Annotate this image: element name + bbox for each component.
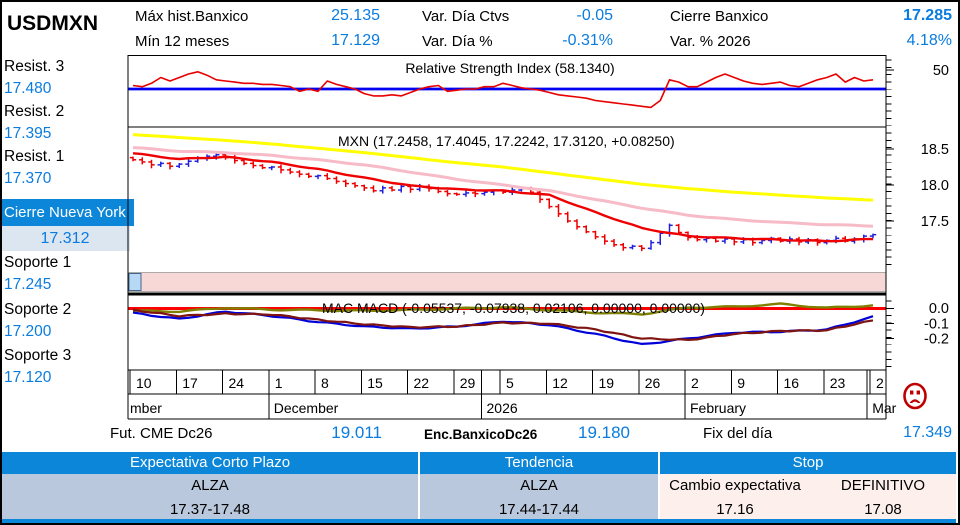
fix-dia-label: Fix del día [703,425,773,442]
stat-value-var-ctvs: -0.05 [576,7,613,24]
stat-value-var-2026: 4.18% [906,32,952,49]
stat-label-var-ctvs: Var. Día Ctvs [422,8,510,25]
resist3-value: 17.480 [4,80,52,97]
table-header-stop: Stop [660,452,956,474]
fut-cme-value: 19.011 [331,423,382,442]
price-title: MXN (17.2458, 17.4045, 17.2242, 17.3120,… [338,133,675,149]
table-header-tendencia: Tendencia [420,452,658,474]
resist3-label: Resist. 3 [4,58,65,75]
axis-day-label: 1 [275,375,283,391]
axis-day-label: 19 [599,375,615,391]
fut-cme-label: Fut. CME Dc26 [110,425,213,442]
axis-month-label: mber [130,400,162,416]
enc-banxico-value: 19.180 [578,423,630,442]
axis-month-label: 2026 [487,400,518,416]
macd-title: MAC MACD (-0.05537, -0.07938, 0.02106, 0… [322,300,705,316]
enc-banxico-label: Enc.BanxicoDc26 [424,427,538,442]
axis-value-label-macd: -0.1 [924,317,949,333]
chart-scroll-thumb[interactable] [128,273,142,291]
soporte1-label: Soporte 1 [4,254,72,271]
macd-series-3 [132,308,874,341]
tendencia-range-cell: 17.44-17.44 [420,498,658,519]
axis-day-label: 2 [691,375,699,391]
axis-day-label: 22 [414,375,430,391]
cierre-ny-cell[interactable]: Cierre Nueva York [0,199,134,226]
stat-label-cierre-banxico: Cierre Banxico [670,8,769,25]
table-bottom-strip [2,519,956,523]
axis-day-label: 16 [784,375,800,391]
axis-day-label: 8 [321,375,329,391]
expectativa-direction-cell: ALZA [2,474,418,498]
soporte3-label: Soporte 3 [4,347,72,364]
axis-day-label: 12 [552,375,568,391]
soporte2-label: Soporte 2 [4,301,72,318]
axis-day-label: 5 [506,375,514,391]
stat-value-cierre-banxico: 17.285 [903,7,952,24]
stop-cambio-value-cell: 17.16 [660,498,810,519]
axis-value-label-price: 17.5 [921,214,949,230]
axis-day-label: 29 [460,375,476,391]
axis-day-label: 9 [737,375,745,391]
sad-face-icon [903,382,927,410]
stat-value-var-pct: -0.31% [562,32,613,49]
axis-day-label: 2 [876,375,884,391]
macd-series-2 [132,310,874,345]
macd-series-1 [132,302,874,316]
axis-day-label: 23 [830,375,846,391]
axis-day-label: 10 [136,375,152,391]
axis-day-label: 17 [182,375,198,391]
axis-day-label: 24 [229,375,245,391]
soporte3-value: 17.120 [4,369,52,386]
rsi-title: Relative Strength Index (58.1340) [405,60,615,76]
axis-month-label: Mar [872,400,896,416]
ma-line-2 [132,146,874,228]
cierre-ny-value: 17.312 [0,226,130,251]
resist2-value: 17.395 [4,125,52,142]
stop-cambio-label-cell: Cambio expectativa [660,474,810,498]
axis-value-label-macd: 0.0 [929,301,949,317]
axis-value-label-price: 18.0 [921,178,949,194]
stop-definitivo-value-cell: 17.08 [810,498,956,519]
symbol-title: USDMXN [7,12,99,35]
rsi-line [132,71,874,109]
axis-value-label-rsi: 50 [933,63,949,79]
resist1-value: 17.370 [4,170,52,187]
tendencia-direction-cell: ALZA [420,474,658,498]
stat-label-var-pct: Var. Día % [422,33,493,50]
resist2-label: Resist. 2 [4,103,65,120]
stop-definitivo-label-cell: DEFINITIVO [810,474,956,498]
axis-day-label: 15 [367,375,383,391]
ma-line-1 [132,133,874,202]
stat-label-var-2026: Var. % 2026 [670,33,751,50]
resist1-label: Resist. 1 [4,148,65,165]
axis-value-label-macd: -0.2 [924,332,949,348]
stat-label-max-hist: Máx hist.Banxico [135,8,249,25]
ma-line-3 [132,152,873,243]
fix-dia-value: 17.349 [903,424,952,441]
axis-month-label: December [274,400,339,416]
stat-value-max-hist: 25.135 [331,7,380,24]
table-header-expectativa: Expectativa Corto Plazo [2,452,418,474]
soporte1-value: 17.245 [4,276,52,293]
stat-label-min-12m: Mín 12 meses [135,33,230,50]
axis-day-label: 26 [645,375,661,391]
chart-scroll-track[interactable] [127,272,887,292]
expectativa-range-cell: 17.37-17.48 [2,498,418,519]
axis-value-label-price: 18.5 [921,142,949,158]
soporte2-value: 17.200 [4,323,52,340]
stat-value-min-12m: 17.129 [331,32,380,49]
axis-month-label: February [690,400,746,416]
